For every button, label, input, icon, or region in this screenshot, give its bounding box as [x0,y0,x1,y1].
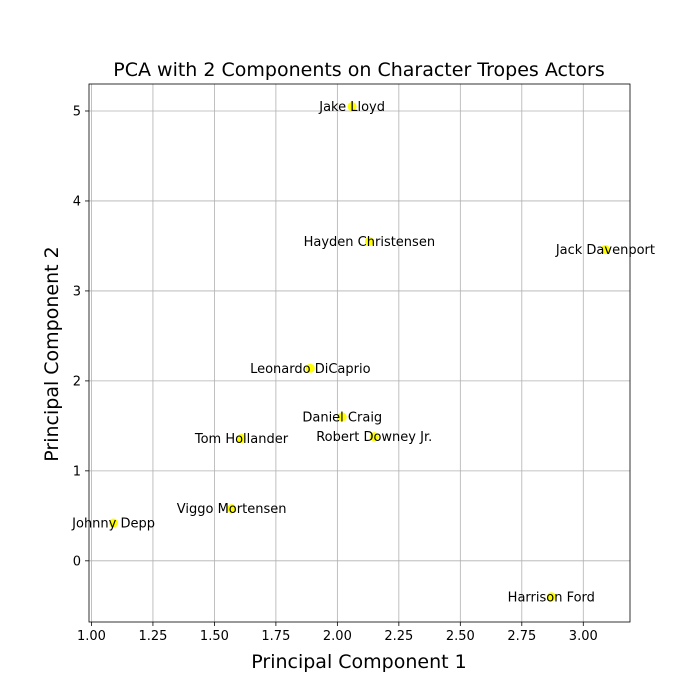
y-tick-label: 2 [73,374,81,389]
point-label: Hayden Christensen [304,235,435,250]
y-tick-label: 5 [73,104,81,119]
scatter-point [600,245,610,255]
x-tick-label: 2.00 [323,629,352,644]
scatter-point [337,412,347,422]
scatter-point [236,433,246,443]
point-label: Leonardo DiCaprio [250,362,370,377]
scatter-point [369,432,379,442]
y-axis-label: Principal Component 2 [41,246,63,461]
y-axis-ticks: 0 1 2 3 4 5 [73,104,89,569]
scatter-point [546,592,556,602]
y-tick-label: 1 [73,464,81,479]
point-label: Robert Downey Jr. [316,430,432,445]
scatter-point [364,236,374,246]
y-tick-label: 0 [73,554,81,569]
chart-title: PCA with 2 Components on Character Trope… [113,59,604,81]
scatter-point [305,363,315,373]
scatter-point [227,504,237,514]
plot-frame [88,83,631,623]
point-label: Tom Hollander [194,432,289,447]
point-label: Viggo Mortensen [177,502,287,517]
scatter-point [109,518,119,528]
point-label: Jack Davenport [555,243,655,258]
x-tick-label: 3.00 [569,629,598,644]
scatter-points [109,101,610,602]
x-tick-label: 1.25 [138,629,167,644]
x-tick-label: 1.75 [261,629,290,644]
point-label: Daniel Craig [302,410,382,425]
x-tick-label: 2.50 [446,629,475,644]
x-axis-ticks: 1.00 1.25 1.50 1.75 2.00 2.25 2.50 2.75 3.00 [77,622,598,644]
x-tick-label: 1.00 [77,629,106,644]
x-tick-label: 1.50 [200,629,229,644]
y-tick-label: 4 [73,194,81,209]
scatter-point [347,101,357,111]
point-label: Jake Lloyd [318,100,385,115]
y-tick-label: 3 [73,284,81,299]
x-tick-label: 2.25 [384,629,413,644]
grid [89,84,630,622]
point-label: Harrison Ford [508,590,595,605]
x-tick-label: 2.75 [507,629,536,644]
point-label: Johnny Depp [71,517,155,532]
x-axis-label: Principal Component 1 [251,651,466,673]
